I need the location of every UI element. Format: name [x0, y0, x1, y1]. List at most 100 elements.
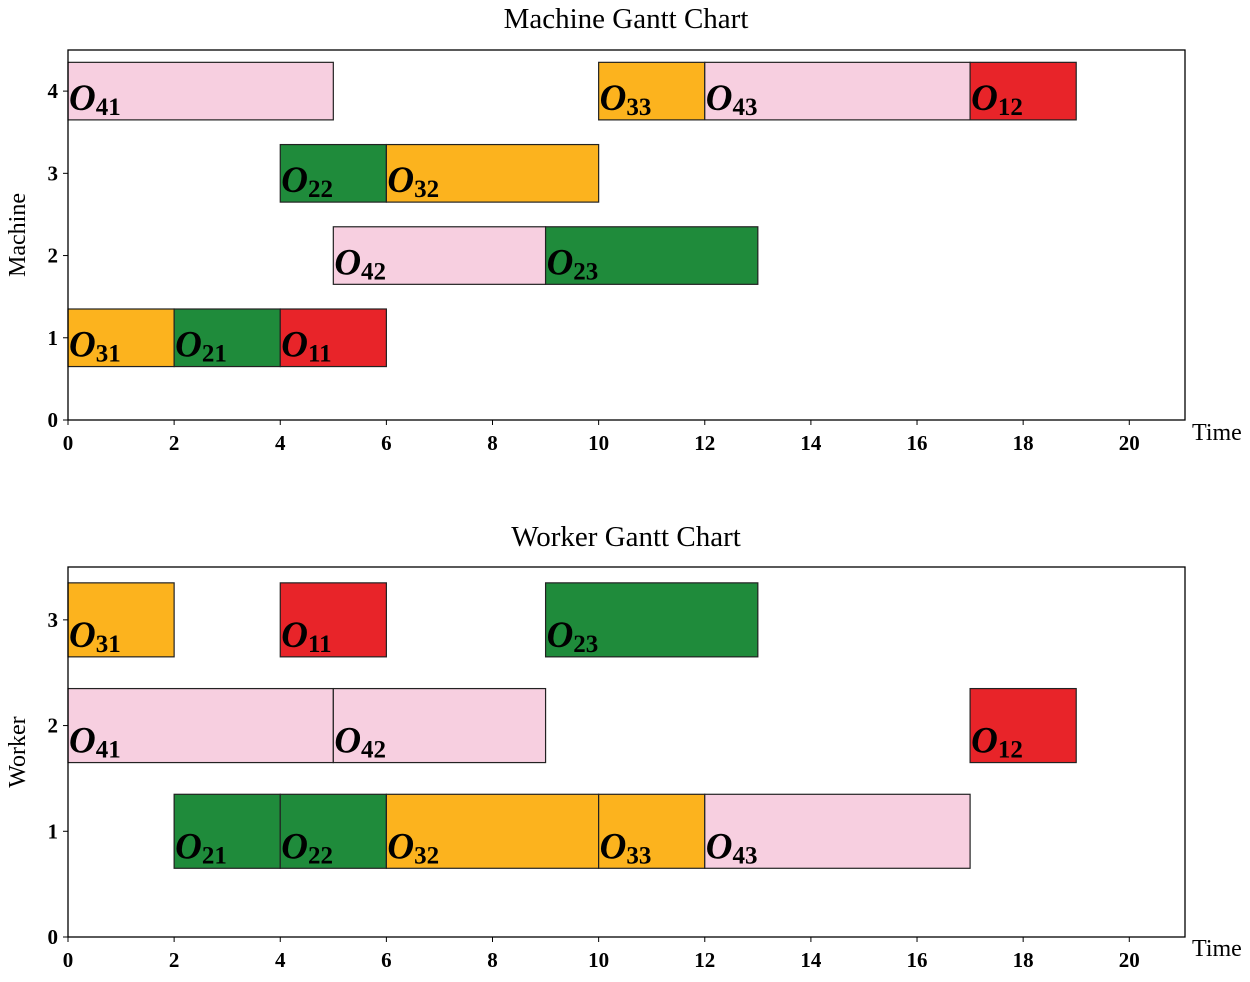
task-label: O12: [971, 721, 1023, 764]
task-label-op: O: [706, 78, 733, 119]
x-tick-label: 14: [800, 431, 822, 455]
task-label: O41: [69, 721, 121, 764]
x-tick-label: 8: [487, 431, 498, 455]
task-bar-o21: O21: [173, 308, 281, 368]
y-tick-label: 3: [48, 608, 59, 632]
task-label-op: O: [281, 325, 308, 366]
x-tick-label: 20: [1119, 948, 1140, 972]
task-label-op: O: [547, 615, 574, 656]
x-tick-label: 2: [169, 431, 180, 455]
x-tick-label: 12: [694, 948, 715, 972]
task-label-sub: 43: [733, 842, 758, 869]
task-label-sub: 31: [96, 631, 121, 658]
task-label-op: O: [334, 721, 361, 762]
task-label: O11: [281, 325, 331, 368]
task-label-op: O: [175, 325, 202, 366]
task-label: O42: [334, 721, 386, 764]
x-tick-label: 4: [275, 431, 286, 455]
y-tick-label: 2: [48, 714, 59, 738]
task-bar-o22: O22: [279, 143, 387, 203]
task-label: O23: [547, 242, 599, 285]
task-label: O31: [69, 615, 121, 658]
task-bar-o42: O42: [332, 226, 547, 285]
task-label-sub: 21: [202, 842, 227, 869]
task-bar-o33: O33: [598, 793, 706, 869]
task-bar-o23: O23: [544, 226, 759, 285]
task-label-op: O: [281, 615, 308, 656]
task-rect: [332, 226, 547, 285]
task-bar-o32: O32: [385, 793, 600, 869]
y-axis-label: Machine: [5, 193, 31, 277]
task-label-sub: 31: [96, 341, 121, 368]
task-label-sub: 41: [96, 737, 121, 764]
task-bar-o41: O41: [67, 61, 334, 121]
y-tick-label: 4: [48, 79, 59, 103]
task-label-op: O: [600, 826, 627, 867]
task-rect: [279, 793, 387, 869]
chart-title: Machine Gantt Chart: [504, 3, 749, 35]
task-label-sub: 32: [414, 842, 439, 869]
x-tick-label: 18: [1013, 948, 1034, 972]
task-label-op: O: [69, 721, 96, 762]
task-label: O32: [387, 826, 439, 869]
task-label-sub: 22: [308, 842, 333, 869]
task-label: O43: [706, 78, 758, 121]
task-rect: [969, 61, 1077, 121]
y-tick-label: 1: [48, 326, 59, 350]
task-bar-o43: O43: [704, 61, 971, 121]
y-tick-label: 2: [48, 244, 59, 268]
task-bar-o33: O33: [598, 61, 706, 121]
task-bar-o31: O31: [67, 582, 175, 658]
task-rect: [279, 582, 387, 658]
task-bar-o43: O43: [704, 793, 971, 869]
task-label-sub: 12: [998, 94, 1023, 121]
x-tick-label: 12: [694, 431, 715, 455]
task-label: O11: [281, 615, 331, 658]
task-label: O21: [175, 826, 227, 869]
task-label-sub: 33: [626, 842, 651, 869]
task-rect: [598, 793, 706, 869]
task-rect: [704, 793, 971, 869]
task-label: O43: [706, 826, 758, 869]
task-bar-o41: O41: [67, 687, 334, 764]
task-bar-o42: O42: [332, 687, 547, 764]
task-label: O42: [334, 242, 386, 285]
task-label-sub: 41: [96, 94, 121, 121]
task-label-op: O: [387, 826, 414, 867]
task-rect: [544, 582, 759, 658]
task-label: O33: [600, 78, 652, 121]
task-label-op: O: [281, 826, 308, 867]
chart-title: Worker Gantt Chart: [511, 521, 741, 553]
task-label-op: O: [387, 160, 414, 201]
x-tick-label: 8: [487, 948, 498, 972]
task-label-sub: 11: [308, 631, 332, 658]
x-tick-label: 6: [381, 431, 392, 455]
task-label-op: O: [971, 78, 998, 119]
x-tick-label: 10: [588, 431, 609, 455]
worker-gantt-chart: Worker Gantt Chart Time Worker O31 O11 O23…: [5, 521, 1242, 972]
task-label-sub: 42: [361, 737, 386, 764]
task-label-sub: 43: [733, 94, 758, 121]
task-rect: [332, 687, 547, 764]
x-tick-label: 20: [1119, 431, 1140, 455]
x-tick-label: 0: [63, 431, 74, 455]
task-rect: [67, 61, 334, 121]
task-label-op: O: [971, 721, 998, 762]
plot-frame: [67, 49, 1186, 421]
x-axis-label: Time: [1192, 936, 1242, 962]
task-label-op: O: [69, 615, 96, 656]
task-bar-o21: O21: [173, 793, 281, 869]
task-rect: [173, 308, 281, 368]
x-tick-label: 4: [275, 948, 286, 972]
machine-gantt-chart: Machine Gantt Chart Time Machine O41 O33 O…: [5, 3, 1242, 455]
task-label-op: O: [69, 325, 96, 366]
task-bar-o23: O23: [544, 582, 759, 658]
task-label-sub: 42: [361, 258, 386, 285]
x-axis-label: Time: [1192, 420, 1242, 446]
task-bar-o11: O11: [279, 582, 387, 658]
x-tick-label: 10: [588, 948, 609, 972]
task-label: O23: [547, 615, 599, 658]
task-rect: [544, 226, 759, 285]
task-rect: [385, 143, 600, 203]
